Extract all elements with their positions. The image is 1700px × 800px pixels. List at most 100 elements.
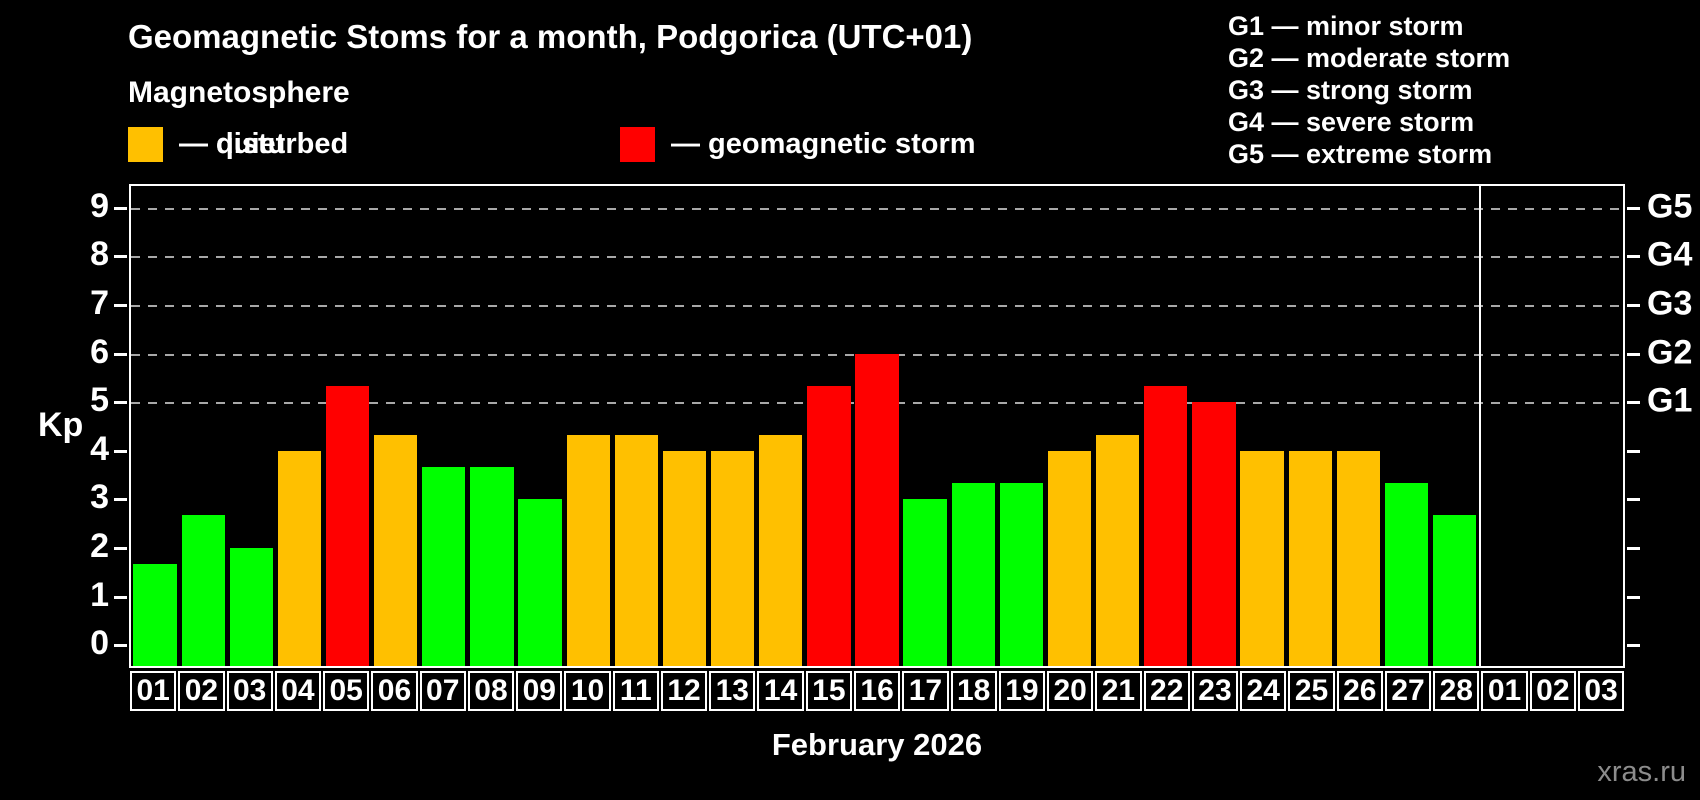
y-tick-label-9: 9 xyxy=(90,186,109,225)
right-tick-kp-2 xyxy=(1627,546,1640,550)
y-tick-label-6: 6 xyxy=(90,332,109,371)
day-column-13 xyxy=(709,186,757,666)
y-tick-label-2: 2 xyxy=(90,526,109,565)
y-tick-label-7: 7 xyxy=(90,283,109,322)
day-column-25 xyxy=(1286,186,1334,666)
bar-day-16 xyxy=(855,353,899,666)
g-axis-label-g1: G1 xyxy=(1647,381,1693,420)
y-tick-label-0: 0 xyxy=(90,624,109,663)
bar-day-10 xyxy=(566,434,610,666)
right-tick-kp-4 xyxy=(1627,449,1640,453)
left-tick-kp-3 xyxy=(114,498,127,502)
right-tick-kp-3 xyxy=(1627,498,1640,502)
bar-day-27 xyxy=(1384,483,1429,666)
left-tick-kp-6 xyxy=(114,352,127,356)
bar-day-28 xyxy=(1432,515,1477,666)
plot-area: 0 1 2 3 4 5 6 7 8 9 G1 G2 G3 G4 G5 xyxy=(90,184,1692,668)
left-tick-kp-8 xyxy=(114,255,127,259)
day-label-14: 14 xyxy=(757,671,804,711)
g1-legend-line: G1 — minor storm xyxy=(1228,11,1464,41)
day-column-11 xyxy=(612,186,660,666)
disturbed-swatch-icon xyxy=(128,127,163,162)
day-label-13: 13 xyxy=(709,671,756,711)
g-axis-label-g3: G3 xyxy=(1647,284,1693,323)
left-tick-kp-0 xyxy=(114,644,127,648)
day-label-06: 06 xyxy=(371,671,418,711)
day-column-18 xyxy=(949,186,997,666)
bar-day-17 xyxy=(903,499,947,666)
day-label-03: 03 xyxy=(226,671,273,711)
bar-day-13 xyxy=(710,450,755,666)
legend-storm-label: — geomagnetic storm xyxy=(671,128,976,160)
chart-title: Geomagnetic Stoms for a month, Podgorica… xyxy=(128,18,973,55)
bar-day-18 xyxy=(951,483,995,666)
day-column-24 xyxy=(1238,186,1286,666)
day-label-01: 01 xyxy=(130,671,177,711)
day-column-14 xyxy=(757,186,805,666)
storm-swatch-icon xyxy=(620,127,655,162)
day-column-28 xyxy=(1430,186,1478,666)
day-column-17 xyxy=(901,186,949,666)
day-label-22: 22 xyxy=(1143,671,1190,711)
right-tick-kp-9 xyxy=(1627,206,1640,210)
left-tick-kp-1 xyxy=(114,595,127,599)
day-label-03: 03 xyxy=(1577,671,1625,711)
y-tick-label-3: 3 xyxy=(90,478,109,517)
day-label-28: 28 xyxy=(1433,671,1480,711)
day-label-21: 21 xyxy=(1095,671,1142,711)
right-tick-kp-5 xyxy=(1627,401,1640,405)
day-column-03 xyxy=(1575,186,1623,666)
day-column-27 xyxy=(1382,186,1430,666)
day-column-01 xyxy=(1479,186,1527,666)
day-label-12: 12 xyxy=(660,671,708,711)
bar-day-14 xyxy=(759,434,803,666)
day-column-03 xyxy=(227,186,275,666)
x-axis-month-label: February 2026 xyxy=(771,727,983,762)
magnetosphere-label: Magnetosphere xyxy=(128,76,350,109)
bar-day-23 xyxy=(1192,402,1236,666)
day-label-26: 26 xyxy=(1336,671,1383,711)
gridline-kp-7 xyxy=(131,305,1623,308)
day-column-02 xyxy=(179,186,227,666)
left-tick-kp-7 xyxy=(114,304,127,308)
day-label-25: 25 xyxy=(1288,671,1335,711)
bar-day-24 xyxy=(1240,450,1284,666)
day-column-12 xyxy=(660,186,708,666)
x-axis-day-labels: 01 02 03 04 05 06 07 08 09 10 11 12 13 14 15 16 17 18 19 20… xyxy=(129,671,1625,711)
y-tick-label-4: 4 xyxy=(90,429,109,468)
day-column-02 xyxy=(1527,186,1575,666)
day-label-07: 07 xyxy=(419,671,466,711)
g-axis-label-g2: G2 xyxy=(1647,333,1693,372)
day-column-15 xyxy=(805,186,853,666)
day-label-02: 02 xyxy=(1529,671,1576,711)
right-tick-kp-7 xyxy=(1627,304,1640,308)
day-column-20 xyxy=(1045,186,1093,666)
day-label-01: 01 xyxy=(1481,671,1528,711)
bar-day-03 xyxy=(229,547,273,666)
right-tick-kp-0 xyxy=(1627,644,1640,648)
day-label-09: 09 xyxy=(516,671,563,711)
day-label-15: 15 xyxy=(805,671,852,711)
gridline-kp-9 xyxy=(131,207,1623,210)
right-tick-kp-8 xyxy=(1627,255,1640,259)
day-label-04: 04 xyxy=(274,671,322,711)
day-label-17: 17 xyxy=(902,671,949,711)
day-column-01 xyxy=(131,186,179,666)
day-label-02: 02 xyxy=(178,671,225,711)
legend-quiet-label: — quiet xyxy=(179,128,286,160)
legend-item-disturbed: — disturbed xyxy=(128,127,348,162)
g-scale-legend: G1 — minor storm G2 — moderate storm G3 … xyxy=(1228,10,1510,170)
day-column-09 xyxy=(516,186,564,666)
day-label-10: 10 xyxy=(564,671,611,711)
bar-day-25 xyxy=(1288,450,1332,666)
day-column-19 xyxy=(997,186,1045,666)
g5-legend-line: G5 — extreme storm xyxy=(1228,139,1493,169)
day-label-08: 08 xyxy=(467,671,515,711)
day-column-22 xyxy=(1142,186,1190,666)
day-column-06 xyxy=(372,186,420,666)
bar-day-04 xyxy=(277,450,322,666)
g3-legend-line: G3 — strong storm xyxy=(1228,75,1473,105)
left-tick-kp-2 xyxy=(114,546,127,550)
bar-day-12 xyxy=(662,450,707,666)
bar-day-21 xyxy=(1095,434,1140,666)
